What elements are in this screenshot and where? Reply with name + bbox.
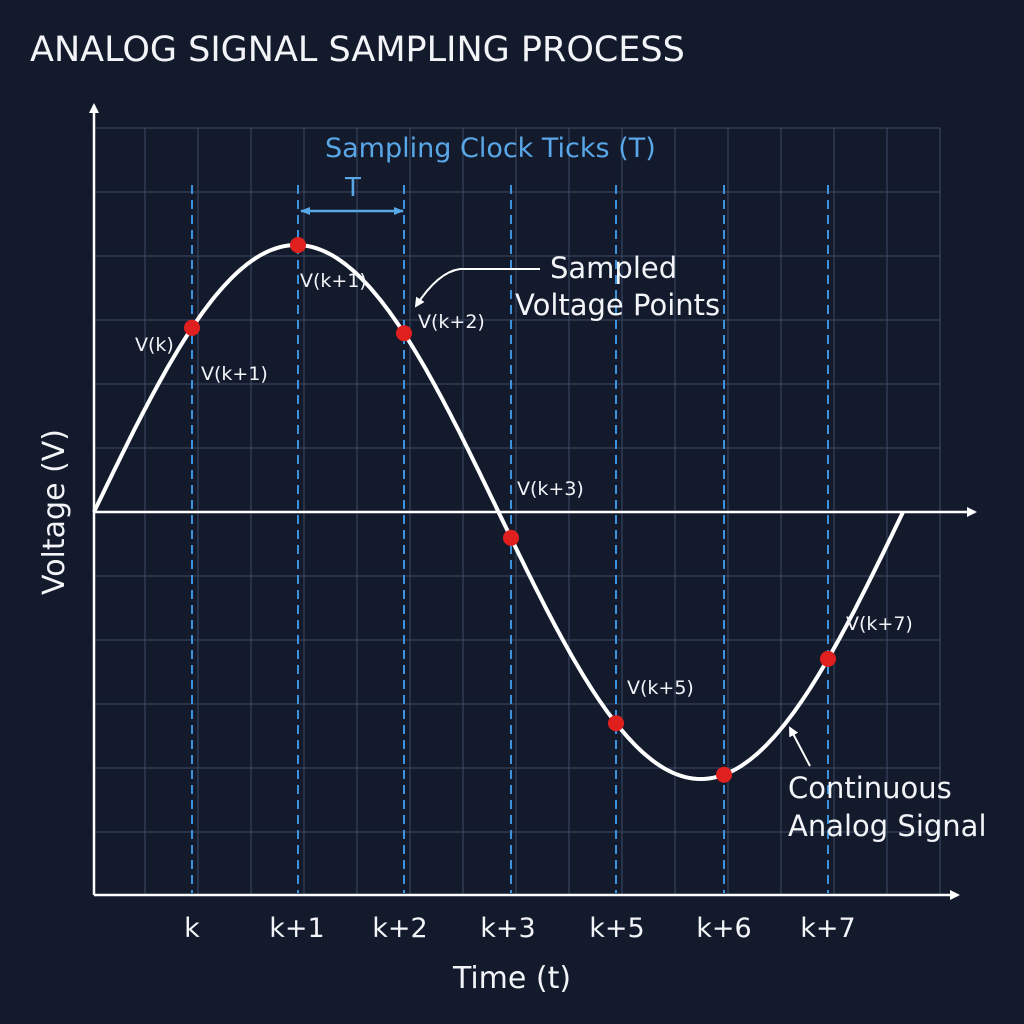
x-axis-label: Time (t) <box>452 961 571 996</box>
sample-points <box>184 237 836 783</box>
continuous-signal-annotation-line1: Continuous <box>788 771 952 805</box>
sampled-points-annotation-line2: Voltage Points <box>515 288 720 322</box>
y-axis-label: Voltage (V) <box>37 429 72 595</box>
tick-label-k-plus-6: k+6 <box>696 913 751 944</box>
sampled-points-pointer-arrow <box>414 268 540 308</box>
sample-label-k-plus-1: V(k+1) <box>300 270 367 292</box>
sample-labels: V(k) V(k+1) V(k+1) V(k+2) V(k+3) V(k+5) … <box>135 270 913 699</box>
sample-label-k: V(k) <box>135 334 174 356</box>
time-tick-labels: k k+1 k+2 k+3 k+5 k+6 k+7 <box>184 913 856 944</box>
tick-label-k: k <box>184 913 200 944</box>
sampled-points-annotation-line1: Sampled <box>550 251 677 285</box>
sample-dot-k-plus-2 <box>396 325 412 342</box>
period-label: T <box>344 173 361 203</box>
sample-label-k-plus-5: V(k+5) <box>627 677 694 699</box>
sample-label-k-plus-2: V(k+2) <box>418 311 485 333</box>
tick-label-k-plus-5: k+5 <box>589 913 644 944</box>
diagram-title: ANALOG SIGNAL SAMPLING PROCESS <box>30 30 685 70</box>
tick-label-k-plus-7: k+7 <box>800 913 855 944</box>
sample-dot-k-plus-7 <box>820 650 836 667</box>
continuous-analog-signal <box>92 242 905 782</box>
sample-dot-k <box>184 319 200 336</box>
tick-label-k-plus-3: k+3 <box>480 913 535 944</box>
sampling-clock-title: Sampling Clock Ticks (T) <box>325 133 656 164</box>
sample-label-k-plus-3: V(k+3) <box>517 478 584 500</box>
continuous-signal-annotation-line2: Analog Signal <box>788 809 987 843</box>
sample-dot-k-plus-1 <box>290 237 306 253</box>
sample-label-k-plus-1-second: V(k+1) <box>201 363 268 385</box>
tick-label-k-plus-1: k+1 <box>269 913 324 944</box>
continuous-signal-pointer-arrow <box>789 726 811 767</box>
sample-dot-k-plus-3 <box>503 529 519 546</box>
sample-label-k-plus-7: V(k+7) <box>846 613 913 635</box>
sample-dot-k-plus-6 <box>716 766 732 783</box>
tick-label-k-plus-2: k+2 <box>372 913 427 944</box>
sample-dot-k-plus-5 <box>608 715 624 732</box>
